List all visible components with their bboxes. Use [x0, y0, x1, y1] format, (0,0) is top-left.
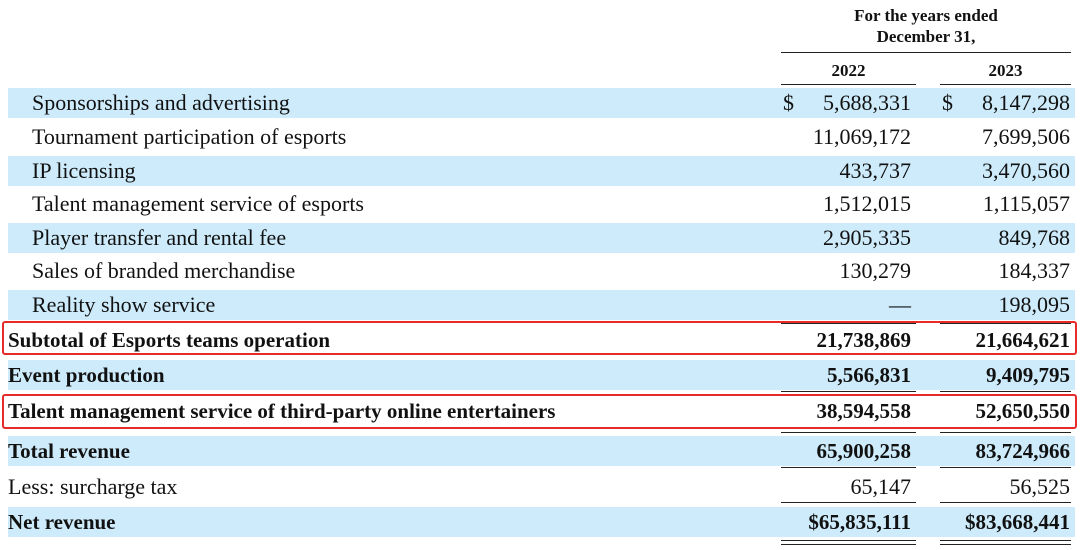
value-2022: 130,279 [839, 258, 912, 283]
period-heading-line1: For the years ended [854, 6, 998, 25]
row-label: Player transfer and rental fee [32, 225, 287, 250]
highlight-box-talent-management [2, 394, 1077, 429]
surcharge-rule-2022 [781, 502, 916, 503]
value-2022: — [889, 292, 911, 317]
total-rule-2022 [781, 467, 916, 468]
talent-rule-2023 [940, 432, 1071, 433]
value-2022: 21,738,869 [816, 328, 912, 352]
value-2023: 9,409,795 [986, 363, 1070, 387]
table-row: IP licensing 433,737 3,470,560 [0, 154, 1080, 188]
currency-symbol: $ [783, 90, 794, 115]
table-row: Total revenue 65,900,258 83,724,966 [0, 434, 1080, 468]
value-2022: $65,835,111 [808, 510, 911, 534]
table-row: Net revenue $65,835,111 $83,668,441 [0, 505, 1080, 539]
value-2022: 5,688,331 [823, 90, 911, 115]
table-row: Subtotal of Esports teams operation 21,7… [0, 323, 1080, 357]
table-row: Player transfer and rental fee 2,905,335… [0, 221, 1080, 255]
row-label: Less: surcharge tax [8, 474, 178, 499]
value-2023: 1,115,057 [982, 191, 1070, 216]
subtotal-rule-2023 [940, 323, 1071, 324]
subtotal-rule-2022 [781, 323, 916, 324]
row-label: Talent management service of esports [32, 191, 364, 216]
value-2023: 21,664,621 [975, 328, 1071, 352]
table-row: Less: surcharge tax 65,147 56,525 [0, 470, 1080, 504]
value-2022: 38,594,558 [816, 399, 912, 423]
value-2023: 198,095 [998, 292, 1071, 317]
row-label: Sponsorships and advertising [32, 90, 290, 115]
value-2022: 5,566,831 [827, 363, 911, 387]
value-2023: 52,650,550 [975, 399, 1071, 423]
value-2022: 433,737 [839, 158, 912, 183]
table-row: Talent management service of third-party… [0, 394, 1080, 428]
column-header-2022-rule [781, 84, 916, 85]
table-row: Reality show service — 198,095 [0, 288, 1080, 322]
table-row: Sponsorships and advertising $ 5,688,331… [0, 86, 1080, 120]
value-2023: 3,470,560 [982, 158, 1070, 183]
column-header-2023-rule [940, 84, 1071, 85]
value-2022: 11,069,172 [812, 124, 911, 149]
table-row: Talent management service of esports 1,5… [0, 187, 1080, 221]
net-revenue-double-rule-2022 [781, 540, 916, 545]
talent-rule-2022 [781, 432, 916, 433]
row-label: Sales of branded merchandise [32, 258, 296, 283]
event-production-rule-2023 [940, 391, 1071, 392]
row-label: Total revenue [8, 439, 130, 463]
value-2022: 65,900,258 [816, 439, 912, 463]
value-2023: $83,668,441 [965, 510, 1070, 534]
value-2023: 8,147,298 [982, 90, 1070, 115]
value-2022: 1,512,015 [823, 191, 911, 216]
value-2022: 65,147 [850, 474, 912, 499]
event-production-rule-2022 [781, 391, 916, 392]
net-revenue-double-rule-2023 [940, 540, 1071, 545]
table-row: Sales of branded merchandise 130,279 184… [0, 254, 1080, 288]
value-2023: 56,525 [1009, 474, 1071, 499]
table-row: Event production 5,566,831 9,409,795 [0, 358, 1080, 392]
row-label: Event production [8, 363, 165, 387]
row-label: Subtotal of Esports teams operation [8, 328, 331, 352]
row-label: Talent management service of third-party… [8, 399, 556, 423]
value-2022: 2,905,335 [823, 225, 911, 250]
column-header-2022: 2022 [831, 61, 866, 80]
value-2023: 7,699,506 [982, 124, 1070, 149]
value-2023: 849,768 [998, 225, 1071, 250]
row-label: Tournament participation of esports [32, 124, 347, 149]
surcharge-rule-2023 [940, 502, 1071, 503]
row-label: IP licensing [32, 158, 136, 183]
row-label: Net revenue [8, 510, 116, 534]
header-rule [781, 52, 1071, 53]
value-2023: 83,724,966 [975, 439, 1071, 463]
table-row: Tournament participation of esports 11,0… [0, 120, 1080, 154]
period-heading-line2: December 31, [876, 27, 976, 46]
column-header-2023: 2023 [988, 61, 1023, 80]
row-label: Reality show service [32, 292, 216, 317]
highlight-box-subtotal [2, 321, 1077, 355]
total-rule-2023 [940, 467, 1071, 468]
value-2023: 184,337 [998, 258, 1071, 283]
currency-symbol: $ [942, 90, 953, 115]
